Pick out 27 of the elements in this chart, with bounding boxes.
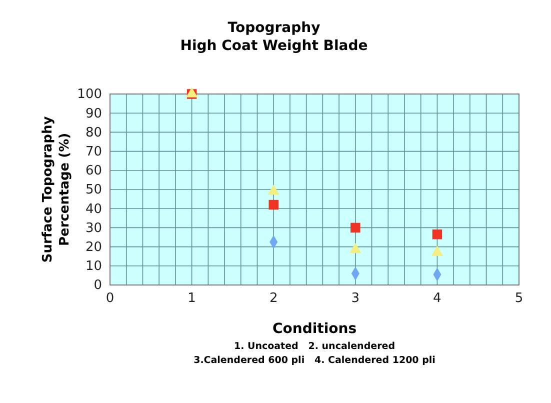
y-tick-label: 30 [85, 220, 102, 236]
x-tick-label: 2 [269, 291, 278, 306]
chart-title: Topography [228, 20, 320, 36]
point [268, 184, 280, 195]
point [268, 200, 278, 210]
y-tick-label: 20 [85, 240, 102, 255]
y-tick-label: 90 [85, 106, 102, 122]
point [432, 230, 442, 240]
x-tick-label: 3 [351, 291, 360, 306]
x-tick-label: 4 [433, 291, 442, 306]
y-tick-label: 80 [85, 125, 102, 140]
chart-subtitle: High Coat Weight Blade [180, 38, 368, 54]
y-tick-label: 60 [85, 164, 102, 179]
x-tick-label: 1 [188, 291, 196, 306]
x-tick-label: 0 [106, 291, 114, 306]
y-tick-label: 0 [94, 278, 102, 294]
y-tick-label: 40 [85, 202, 102, 217]
text: 3.Calendered 600 pli 4. Calendered 1200 pli [194, 355, 436, 366]
y-tick-label: 10 [85, 259, 102, 274]
text: 1. Uncoated 2. uncalendered [234, 341, 396, 352]
y-axis-title: Surface Topography Percentage (%) [40, 116, 72, 263]
y-tick-label: 70 [85, 144, 102, 160]
y-tick-label: 50 [85, 182, 102, 198]
point [350, 222, 360, 233]
x-axis-title: Conditions [272, 321, 357, 337]
y-tick-label: 100 [77, 87, 102, 102]
x-tick-label: 5 [514, 291, 524, 306]
